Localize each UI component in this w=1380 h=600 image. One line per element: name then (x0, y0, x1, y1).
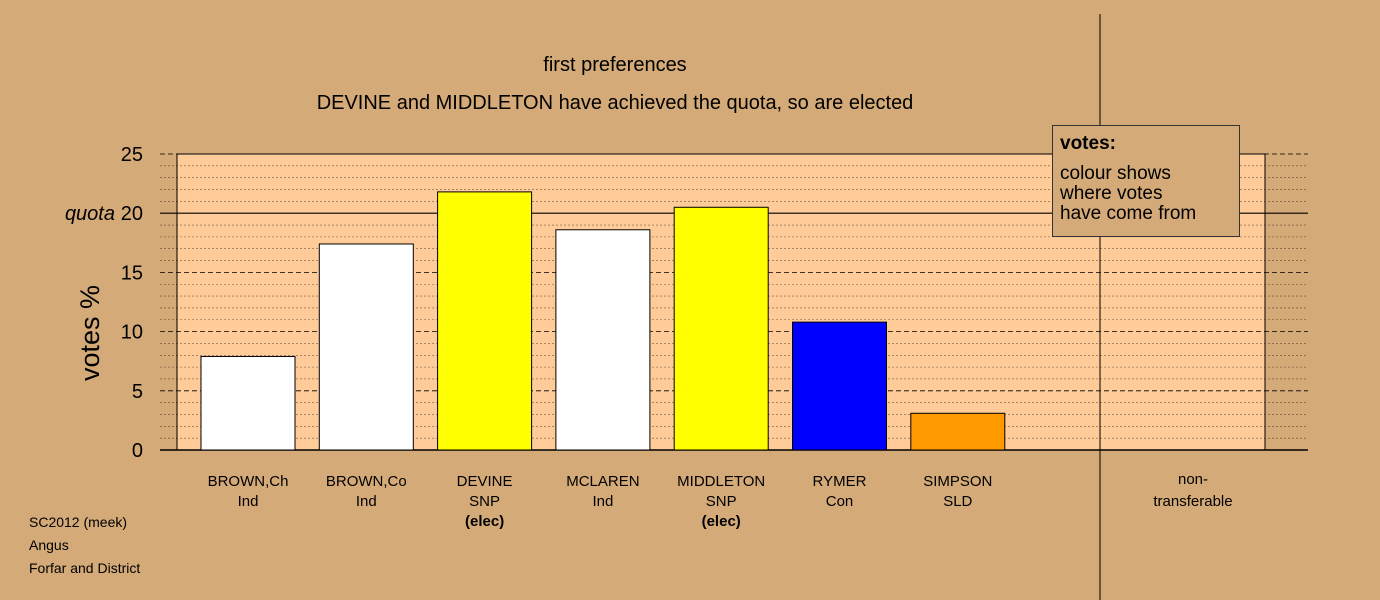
candidate-name-label: BROWN,Co (326, 473, 407, 490)
elected-label: (elec) (465, 513, 504, 530)
y-tick-label: 10 (121, 322, 143, 344)
candidate-name-label: MIDDLETON (677, 473, 765, 490)
bar-devine (437, 191, 533, 451)
nontransferable-label: non- (1178, 471, 1208, 488)
party-label: Ind (356, 493, 377, 510)
party-label: SNP (706, 493, 737, 510)
party-label: Con (826, 493, 854, 510)
elected-label: (elec) (702, 513, 741, 530)
legend-line: colour shows (1060, 163, 1171, 184)
chart-title: first preferences (543, 54, 687, 76)
candidate-name-label: MCLAREN (566, 473, 639, 490)
bar-middleton (673, 206, 769, 451)
party-label: Ind (592, 493, 613, 510)
bar-rymer (792, 321, 887, 451)
bar-mclaren (555, 229, 651, 451)
legend: votes: colour shows where votes have com… (1052, 125, 1240, 237)
footer-ward: Forfar and District (29, 560, 141, 576)
bar-simpson (910, 412, 1006, 451)
party-label: SLD (943, 493, 972, 510)
y-tick-label: 5 (132, 381, 143, 403)
legend-title: votes: (1060, 133, 1116, 154)
footer-council: Angus (29, 537, 69, 553)
legend-line: have come from (1060, 203, 1197, 224)
bar-brown-ch (200, 355, 296, 451)
y-axis-label: votes % (75, 285, 105, 381)
candidate-name-label: RYMER (813, 473, 867, 490)
party-label: SNP (469, 493, 500, 510)
y-tick-label: 25 (121, 144, 143, 166)
chart-subtitle: DEVINE and MIDDLETON have achieved the q… (316, 92, 914, 114)
candidate-name-label: BROWN,Ch (208, 473, 289, 490)
y-tick-label: 0 (132, 440, 143, 462)
legend-line: where votes (1060, 183, 1163, 204)
bar-brown-co (318, 243, 414, 451)
y-tick-label: 20 (121, 203, 143, 225)
party-label: Ind (238, 493, 259, 510)
quota-label: quota (65, 203, 115, 225)
candidate-name-label: SIMPSON (923, 473, 992, 490)
y-tick-label: 15 (121, 262, 143, 284)
footer-election: SC2012 (meek) (29, 514, 128, 530)
nontransferable-label: transferable (1153, 493, 1232, 510)
candidate-name-label: DEVINE (457, 473, 513, 490)
